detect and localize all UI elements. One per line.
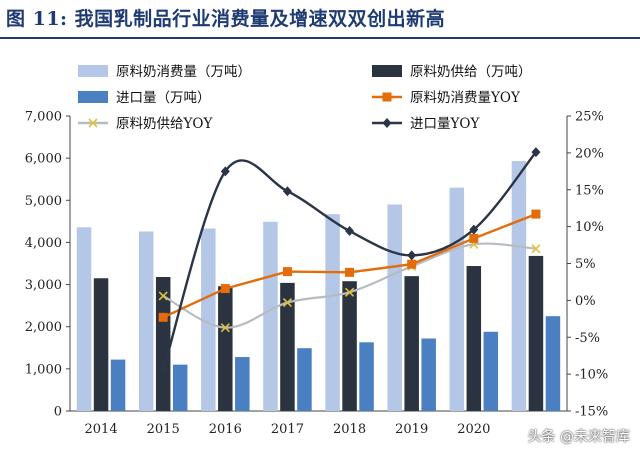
bars bbox=[76, 161, 561, 411]
y-left-tick-label: 3,000 bbox=[25, 278, 62, 293]
bar bbox=[359, 342, 374, 411]
bar bbox=[110, 359, 126, 411]
series-marker bbox=[220, 284, 230, 294]
x-tick-label: 2018 bbox=[333, 422, 366, 437]
y-right-tick-label: 10% bbox=[575, 220, 604, 235]
watermark: 头条 @未来智库 bbox=[527, 429, 630, 445]
series-marker bbox=[158, 291, 168, 301]
y-right-tick-label: -5% bbox=[575, 331, 600, 346]
legend-marker bbox=[382, 92, 392, 102]
bar bbox=[201, 228, 216, 411]
y-left-tick-label: 2,000 bbox=[25, 320, 62, 335]
y-left-tick-label: 1,000 bbox=[25, 362, 62, 377]
series-marker bbox=[469, 233, 479, 243]
series-marker bbox=[282, 267, 292, 277]
bar bbox=[466, 266, 482, 411]
bar bbox=[511, 161, 527, 411]
legend-label: 进口量（万吨） bbox=[116, 90, 211, 106]
legend-label: 原料奶供给YOY bbox=[116, 116, 213, 132]
series-marker bbox=[345, 226, 355, 237]
bar bbox=[449, 187, 465, 411]
series-marker bbox=[282, 298, 293, 308]
figure-title: 图 11: 我国乳制品行业消费量及增速双双创出新高 bbox=[6, 8, 446, 30]
title-divider bbox=[0, 37, 640, 39]
bar bbox=[421, 338, 436, 411]
bar bbox=[528, 255, 544, 411]
bar bbox=[155, 276, 171, 411]
series-marker bbox=[531, 244, 541, 254]
bar bbox=[218, 286, 233, 411]
legend-label: 原料奶消费量（万吨） bbox=[116, 64, 251, 80]
legend-label: 原料奶消费量YOY bbox=[410, 90, 521, 106]
x-tick-label: 2014 bbox=[85, 422, 118, 437]
x-tick-label: 2016 bbox=[209, 422, 242, 437]
y-right-tick-label: 20% bbox=[575, 146, 604, 161]
series-marker bbox=[158, 312, 168, 322]
legend-swatch bbox=[78, 91, 108, 103]
bar bbox=[325, 214, 340, 411]
bar bbox=[93, 278, 109, 411]
series-marker bbox=[531, 147, 541, 158]
bar bbox=[297, 348, 312, 411]
markers bbox=[158, 147, 541, 376]
bar bbox=[387, 204, 402, 411]
bar bbox=[138, 231, 154, 411]
series-marker bbox=[220, 166, 230, 177]
legend-swatch bbox=[78, 65, 108, 77]
y-left-tick-label: 4,000 bbox=[25, 236, 62, 251]
x-tick-label: 2019 bbox=[395, 422, 428, 437]
series-marker bbox=[344, 287, 355, 297]
bar bbox=[172, 364, 188, 411]
bar bbox=[342, 281, 357, 411]
legend-label: 原料奶供给（万吨） bbox=[410, 64, 532, 80]
bar bbox=[235, 357, 250, 411]
legend-marker bbox=[382, 118, 392, 128]
legend: 原料奶消费量（万吨） 原料奶供给（万吨） 进口量（万吨） 原料奶消费量YOY 原料奶供给… bbox=[78, 64, 532, 132]
series-marker bbox=[345, 267, 355, 277]
bar bbox=[545, 316, 561, 411]
axes: 0 1,000 2,000 3,000 4,000 5,000 6,000 7,000 -15%… bbox=[25, 110, 609, 438]
x-tick-label: 2015 bbox=[147, 422, 180, 437]
y-left-tick-label: 7,000 bbox=[25, 110, 62, 125]
series-marker bbox=[282, 186, 292, 197]
y-right-tick-label: 15% bbox=[575, 183, 604, 198]
bar bbox=[76, 227, 92, 411]
bar bbox=[404, 276, 419, 411]
bar bbox=[263, 221, 278, 411]
series-marker bbox=[531, 209, 541, 219]
series-marker bbox=[407, 250, 417, 261]
series-marker bbox=[469, 224, 479, 235]
y-left-tick-label: 0 bbox=[54, 405, 62, 420]
x-tick-label: 2017 bbox=[271, 422, 304, 437]
y-right-tick-label: -15% bbox=[575, 405, 608, 420]
legend-swatch bbox=[372, 65, 402, 77]
legend-marker bbox=[88, 118, 98, 128]
bar bbox=[483, 331, 499, 411]
series-marker bbox=[158, 365, 168, 376]
series-marker bbox=[220, 323, 230, 333]
y-right-tick-label: 25% bbox=[575, 110, 604, 125]
y-left-tick-label: 6,000 bbox=[25, 152, 62, 167]
y-right-tick-label: 0% bbox=[575, 294, 596, 309]
bar bbox=[280, 282, 295, 411]
x-tick-label: 2020 bbox=[457, 422, 490, 437]
series-marker bbox=[407, 259, 417, 269]
y-right-tick-label: -10% bbox=[575, 368, 608, 383]
y-right-tick-label: 5% bbox=[575, 257, 596, 272]
legend-label: 进口量YOY bbox=[410, 116, 480, 132]
y-left-tick-label: 5,000 bbox=[25, 194, 62, 209]
